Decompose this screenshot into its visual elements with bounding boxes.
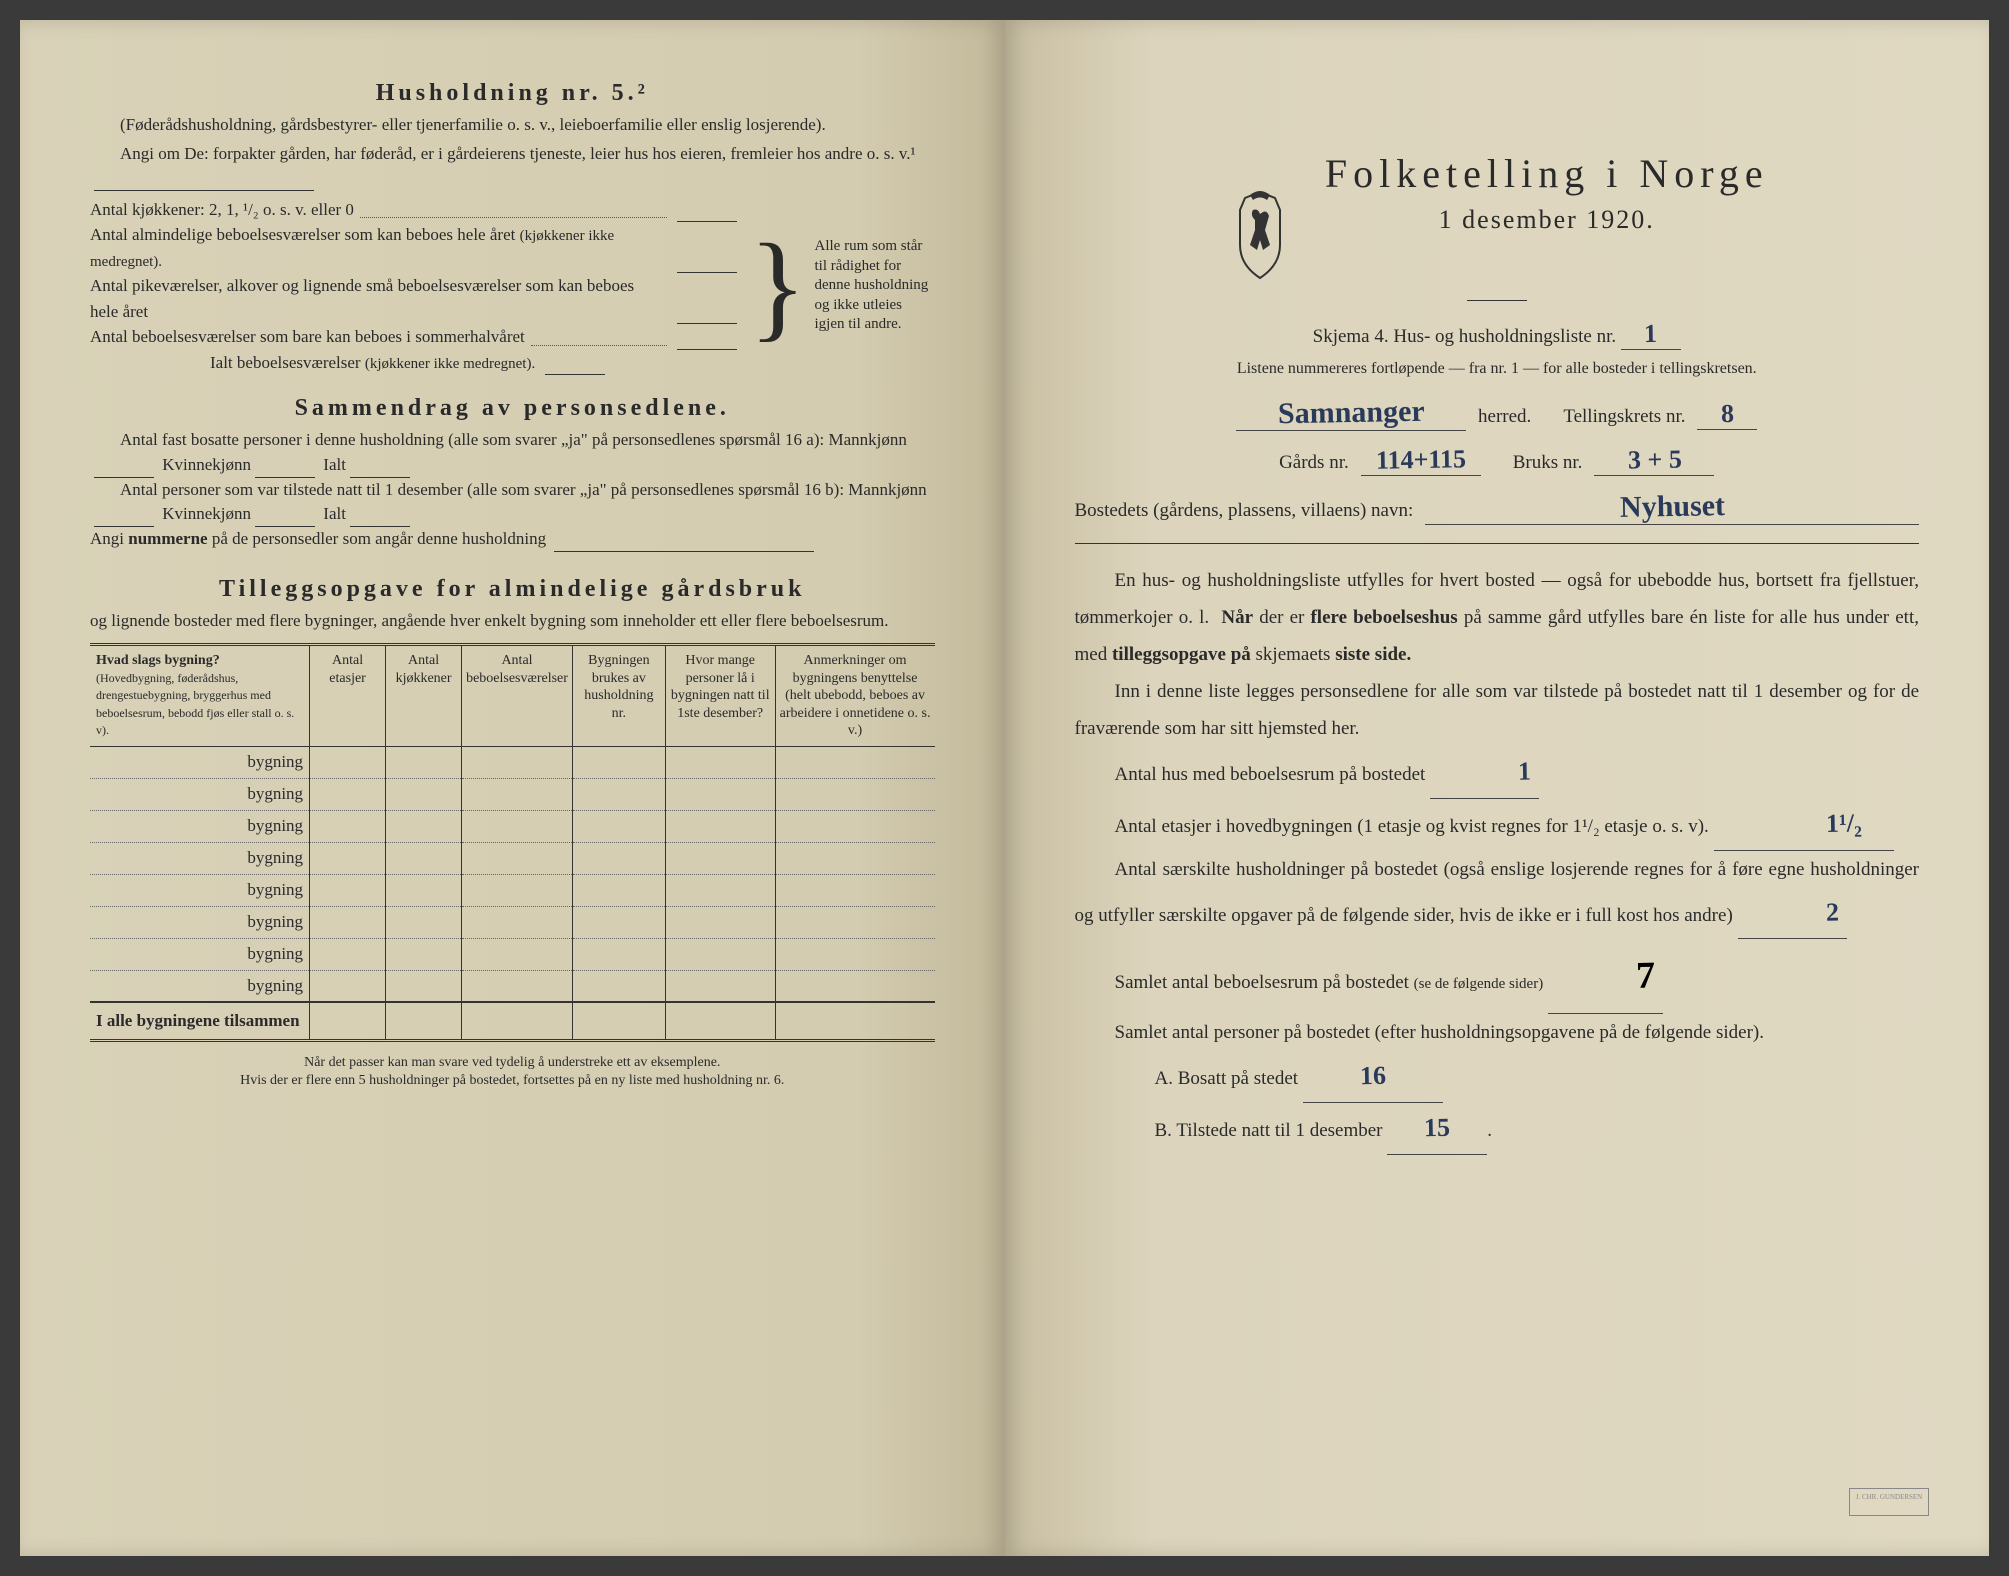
bosted-label: Bostedets (gårdens, plassens, villaens) … [1075,500,1414,522]
th4: Antal beboelsesværelser [462,645,573,747]
curly-brace: } [741,232,815,340]
table-row: bygning [90,842,935,874]
herred-label: herred. [1478,406,1531,428]
table-row: bygning [90,874,935,906]
bosted-hw: Nyhuset [1619,489,1725,525]
h5-subtitle: (Føderådshusholdning, gårdsbestyrer- ell… [90,113,935,138]
th1-sub: (Hovedbygning, føderådshus, drengestueby… [96,671,294,738]
coat-of-arms-icon [1225,190,1295,280]
sub-title: 1 desember 1920. [1325,205,1769,235]
right-page: Folketelling i Norge 1 desember 1920. Sk… [1005,20,1990,1556]
krets-nr-hw: 8 [1721,399,1735,429]
table-row: bygning [90,938,935,970]
rooms2: Antal pikeværelser, alkover og lignende … [90,273,661,324]
rooms3: Antal beboelsesværelser som bare kan beb… [90,324,525,350]
q4-line: Samlet antal beboelsesrum på bostedet (s… [1075,939,1920,1014]
qa-hw: 16 [1359,1051,1386,1102]
q4-hw: 7 [1595,939,1655,1014]
q1-line: Antal hus med beboelsesrum på bostedet 1 [1075,747,1920,799]
bruk-label: Bruks nr. [1513,452,1583,474]
gard-label: Gårds nr. [1279,452,1349,474]
q3-line: Antal særskilte husholdninger på bostede… [1075,851,1920,940]
qb-hw: 15 [1424,1103,1451,1154]
th1: Hvad slags bygning? [96,653,220,668]
th5: Bygningen brukes av husholdning nr. [572,645,665,747]
tillegg-title: Tilleggsopgave for almindelige gårdsbruk [90,576,935,603]
skjema-line: Skjema 4. Hus- og husholdningsliste nr. … [1075,319,1920,350]
rooms1: Antal almindelige beboelsesværelser som … [90,222,661,273]
krets-label: Tellingskrets nr. [1563,406,1685,428]
para1: En hus- og husholdningsliste utfylles fo… [1075,562,1920,673]
brace-note: Alle rum som står til rådighet for denne… [815,237,935,335]
document-spread: Husholdning nr. 5.² (Føderådshusholdning… [20,20,1989,1556]
sammendrag-title: Sammendrag av personsedlene. [90,395,935,422]
instruction: Listene nummereres fortløpende — fra nr.… [1075,360,1920,378]
q2-hw: 1¹/₂ [1785,798,1862,850]
q2-line: Antal etasjer i hovedbygningen (1 etasje… [1075,799,1920,851]
th7: Anmerkninger om bygningens benyttelse (h… [775,645,934,747]
q5-line: Samlet antal personer på bostedet (efter… [1075,1014,1920,1051]
bruk-nr-hw: 3 + 5 [1627,445,1681,476]
th6: Hvor mange personer lå i bygningen natt … [665,645,775,747]
rooms-block: Antal kjøkkener: 2, 1, ¹/₂ o. s. v. elle… [90,197,935,376]
bygning-tbody: bygning bygning bygning bygning bygning … [90,746,935,1040]
table-row: bygning [90,906,935,938]
table-row: bygning [90,746,935,778]
table-total-row: I alle bygningene tilsammen [90,1002,935,1040]
gard-nr-hw: 114+115 [1375,444,1465,476]
body-paragraphs: En hus- og husholdningsliste utfylles fo… [1075,562,1920,1155]
qb-line: B. Tilstede natt til 1 desember 15. [1075,1103,1920,1155]
samm-l2: Antal personer som var tilstede natt til… [90,478,935,527]
samm-l3: Angi nummerne på de personsedler som ang… [90,527,935,552]
th3: Antal kjøkkener [386,645,462,747]
divider [1075,543,1920,544]
para2: Inn i denne liste legges personsedlene f… [1075,673,1920,747]
rooms-total: Ialt beboelsesværelser (kjøkkener ikke m… [210,350,535,376]
table-row: bygning [90,778,935,810]
tillegg-sub: og lignende bosteder med flere bygninger… [90,609,935,634]
q1-hw: 1 [1478,747,1532,799]
title-rule [1467,300,1527,301]
main-title: Folketelling i Norge [1325,150,1769,197]
husholdning-5-title: Husholdning nr. 5.² [90,80,935,107]
h5-line1: Angi om De: forpakter gården, har føderå… [90,142,935,191]
left-page: Husholdning nr. 5.² (Føderådshusholdning… [20,20,1005,1556]
q3-hw: 2 [1785,887,1839,939]
right-fields: Samnanger herred. Tellingskrets nr. 8 Gå… [1075,396,1920,525]
kitchen-q: Antal kjøkkener: 2, 1, ¹/₂ o. s. v. elle… [90,197,354,223]
header-row: Folketelling i Norge 1 desember 1920. [1075,150,1920,280]
qa-line: A. Bosatt på stedet 16 [1075,1051,1920,1103]
samm-l1: Antal fast bosatte personer i denne hush… [90,428,935,477]
table-row: bygning [90,810,935,842]
liste-nr-hw: 1 [1644,319,1658,349]
table-row: bygning [90,970,935,1002]
th2: Antal etasjer [310,645,386,747]
bygning-table: Hvad slags bygning? (Hovedbygning, føderå… [90,643,935,1042]
herred-hw: Samnanger [1277,395,1424,432]
printer-stamp: J. CHR. GUNDERSEN [1849,1488,1929,1516]
blank-fill [94,172,314,191]
footnote: Når det passer kan man svare ved tydelig… [90,1054,935,1090]
h5-line1-text: Angi om De: forpakter gården, har føderå… [120,144,916,163]
